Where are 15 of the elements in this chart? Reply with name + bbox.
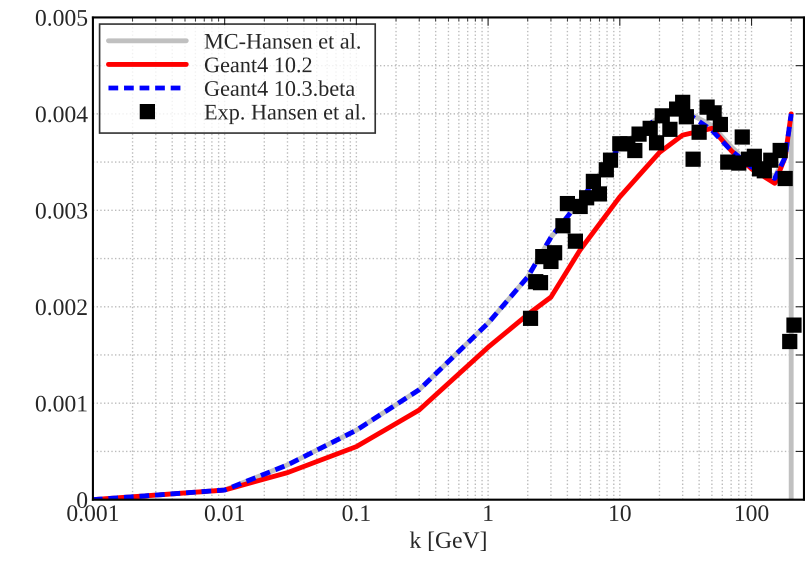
- legend-label: Geant4 10.3.beta: [204, 80, 355, 96]
- y-tick-label: 0.005: [36, 10, 88, 26]
- x-axis-title: k [GeV]: [410, 531, 486, 552]
- y-tick-label: 0.001: [36, 396, 87, 412]
- y-tick-label: 0.002: [36, 299, 87, 316]
- y-tick-label: 0.003: [36, 202, 88, 219]
- x-tick-label: 10: [610, 505, 631, 522]
- y-tick-label: 0.004: [36, 106, 88, 122]
- legend-label: Exp. Hansen et al.: [204, 104, 365, 124]
- x-tick-label: 1: [484, 505, 493, 521]
- x-tick-label: 100: [736, 505, 768, 522]
- x-tick-label: 0.01: [204, 505, 244, 522]
- legend-label: Geant4 10.2: [204, 57, 312, 72]
- x-tick-label: 0.1: [342, 505, 370, 522]
- legend-label: MC-Hansen et al.: [204, 33, 360, 49]
